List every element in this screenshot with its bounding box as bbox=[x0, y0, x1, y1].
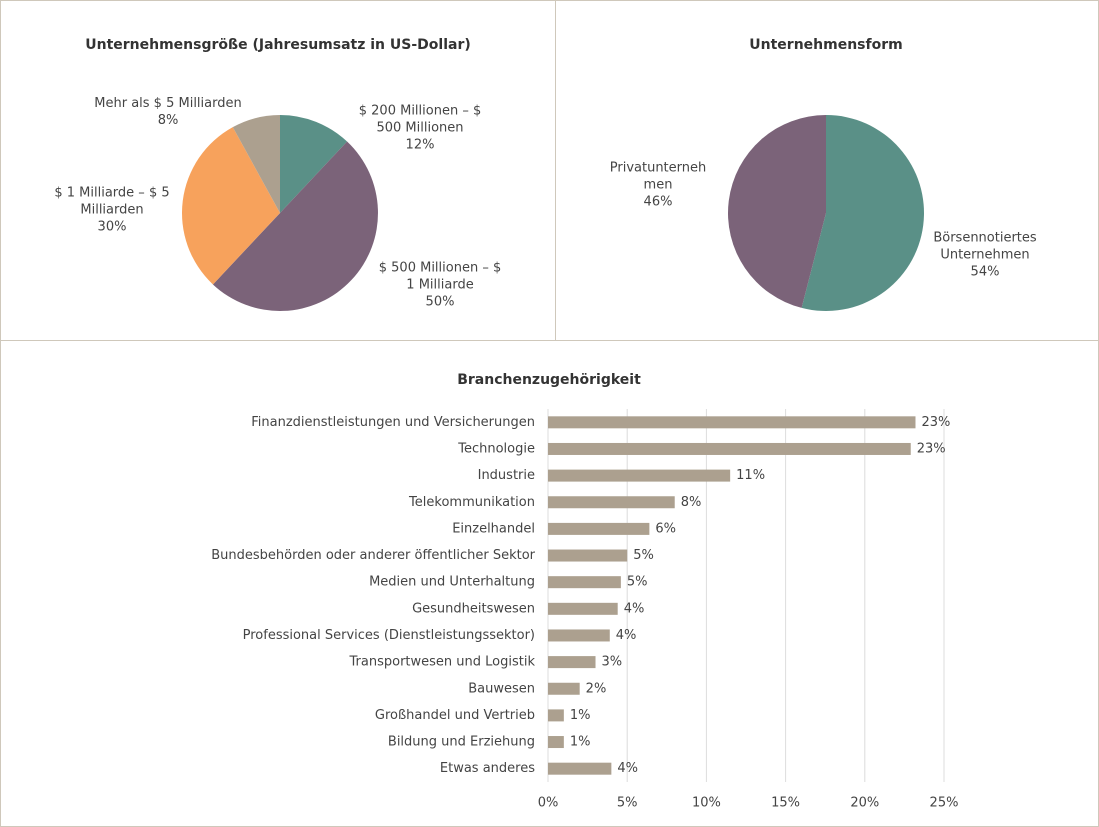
bar bbox=[548, 736, 564, 749]
slice-label: Privatunternehmen 46% bbox=[608, 160, 708, 211]
y-tick-label: Industrie bbox=[478, 468, 535, 483]
slice-category: Privatunternehmen bbox=[609, 160, 707, 193]
value-label: 2% bbox=[586, 681, 607, 696]
value-label: 5% bbox=[633, 548, 654, 563]
pie-slice bbox=[280, 115, 348, 213]
x-tick-label: 25% bbox=[930, 796, 959, 811]
y-tick-label: Großhandel und Vertrieb bbox=[375, 708, 535, 723]
y-tick-label: Professional Services (Dienstleistungsse… bbox=[243, 628, 535, 643]
slice-category: Börsennotiertes Unternehmen bbox=[933, 230, 1037, 263]
value-label: 6% bbox=[655, 521, 676, 536]
bar bbox=[548, 682, 580, 695]
chart-title: Unternehmensform bbox=[749, 37, 902, 53]
x-tick-label: 0% bbox=[538, 796, 559, 811]
y-tick-label: Medien und Unterhaltung bbox=[369, 575, 535, 590]
y-tick-label: Gesundheitswesen bbox=[412, 601, 535, 616]
bar bbox=[548, 709, 564, 722]
pie-slice bbox=[801, 115, 925, 311]
value-label: 4% bbox=[624, 601, 645, 616]
slice-value: 50% bbox=[425, 294, 455, 310]
slice-category: $ 500 Millionen – $ 1 Milliarde bbox=[378, 260, 502, 293]
slice-value: 8% bbox=[157, 113, 179, 128]
bar bbox=[548, 576, 621, 589]
y-tick-label: Einzelhandel bbox=[452, 521, 535, 536]
pie-slice bbox=[182, 127, 280, 285]
slice-category: $ 1 Milliarde – $ 5 Milliarden bbox=[54, 185, 170, 218]
value-label: 8% bbox=[681, 495, 702, 510]
bar bbox=[548, 656, 596, 669]
y-tick-label: Technologie bbox=[457, 441, 535, 456]
pie-slice bbox=[728, 115, 826, 308]
y-tick-label: Bildung und Erziehung bbox=[388, 735, 535, 750]
pie-slice bbox=[212, 141, 378, 311]
slice-label: $ 200 Millionen – $ 500 Millionen 12% bbox=[353, 103, 488, 154]
x-tick-label: 5% bbox=[617, 796, 638, 811]
slice-value: 54% bbox=[970, 264, 1000, 280]
slice-label: Börsennotiertes Unternehmen 54% bbox=[925, 230, 1045, 281]
slice-label: $ 1 Milliarde – $ 5 Milliarden 30% bbox=[50, 185, 175, 236]
y-tick-label: Finanzdienstleistungen und Versicherunge… bbox=[251, 415, 535, 430]
x-tick-label: 10% bbox=[692, 796, 721, 811]
value-label: 1% bbox=[570, 708, 591, 723]
x-tick-label: 20% bbox=[850, 796, 879, 811]
bar bbox=[548, 496, 675, 509]
value-label: 23% bbox=[921, 415, 950, 430]
bar bbox=[548, 549, 628, 562]
slice-value: 46% bbox=[643, 194, 673, 210]
y-tick-label: Bauwesen bbox=[468, 681, 535, 696]
slice-label: $ 500 Millionen – $ 1 Milliarde 50% bbox=[378, 260, 503, 311]
value-label: 23% bbox=[917, 441, 946, 456]
value-label: 3% bbox=[602, 655, 623, 670]
value-label: 1% bbox=[570, 735, 591, 750]
value-label: 11% bbox=[736, 468, 765, 483]
bar bbox=[548, 629, 610, 642]
bar bbox=[548, 442, 911, 455]
slice-value: 12% bbox=[405, 137, 435, 153]
y-tick-label: Telekommunikation bbox=[408, 495, 535, 510]
slice-category: Mehr als $ 5 Milliarden bbox=[94, 96, 242, 111]
bar bbox=[548, 762, 612, 775]
y-tick-label: Bundesbehörden oder anderer öffentlicher… bbox=[211, 548, 535, 563]
bar bbox=[548, 602, 618, 615]
pie-slice bbox=[232, 115, 280, 213]
x-tick-label: 15% bbox=[771, 796, 800, 811]
bar bbox=[548, 469, 731, 482]
value-label: 4% bbox=[616, 628, 637, 643]
slice-category: $ 200 Millionen – $ 500 Millionen bbox=[358, 103, 482, 136]
slice-value: 30% bbox=[97, 219, 127, 235]
bar bbox=[548, 522, 650, 535]
y-tick-label: Transportwesen und Logistik bbox=[349, 655, 536, 670]
chart-title: Branchenzugehörigkeit bbox=[457, 372, 641, 388]
chart-title: Unternehmensgröße (Jahresumsatz in US-Do… bbox=[85, 37, 471, 53]
y-tick-label: Etwas anderes bbox=[440, 761, 535, 776]
bar bbox=[548, 416, 916, 429]
slice-label: Mehr als $ 5 Milliarden 8% bbox=[73, 95, 263, 129]
value-label: 4% bbox=[617, 761, 638, 776]
value-label: 5% bbox=[627, 575, 648, 590]
